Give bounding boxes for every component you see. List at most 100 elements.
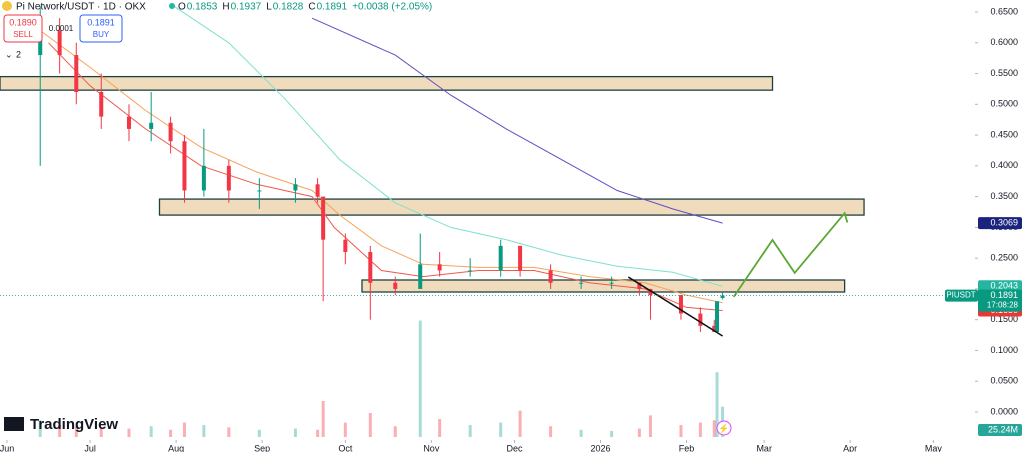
volume-bar bbox=[712, 420, 716, 437]
candle-body bbox=[518, 245, 523, 271]
volume-bar bbox=[321, 401, 325, 437]
y-tick-label: 0.0000 bbox=[990, 406, 1018, 416]
candle-body bbox=[678, 295, 683, 314]
spread: 0.0001 bbox=[49, 24, 74, 33]
volume-bar bbox=[343, 422, 347, 437]
candle-body bbox=[468, 270, 473, 272]
sell-button[interactable] bbox=[3, 14, 43, 43]
x-tick-label: May bbox=[925, 443, 943, 452]
y-tick-label: 0.2500 bbox=[990, 253, 1018, 263]
symbol-tag: PIUSDT bbox=[946, 291, 975, 300]
y-tick-label: 0.4000 bbox=[990, 160, 1018, 170]
candle-body bbox=[201, 165, 206, 191]
volume-layer bbox=[38, 320, 725, 437]
candle-body bbox=[579, 282, 584, 284]
ohlc-value: 0.1891 bbox=[317, 2, 348, 13]
indicator-count[interactable]: 2 bbox=[16, 49, 21, 59]
candle-body bbox=[315, 184, 320, 197]
moving-average bbox=[39, 30, 723, 304]
volume-bar bbox=[293, 428, 297, 437]
x-tick-label: Oct bbox=[338, 443, 353, 452]
candle-body bbox=[57, 30, 62, 56]
y-tick-label: 0.6000 bbox=[990, 37, 1018, 47]
candle-body bbox=[648, 288, 653, 296]
candle-body bbox=[74, 55, 79, 92]
brand-logo bbox=[4, 417, 24, 431]
lightning-glyph: ⚡ bbox=[718, 422, 729, 434]
volume-bar bbox=[610, 431, 614, 437]
candle-body bbox=[637, 282, 642, 289]
candle-body bbox=[293, 184, 298, 191]
ohlc-value: 0.1937 bbox=[231, 2, 262, 13]
ohlc-key: O bbox=[178, 2, 186, 13]
y-tick-label: 0.1500 bbox=[990, 314, 1018, 324]
volume-bar bbox=[468, 425, 472, 437]
volume-bar bbox=[499, 422, 503, 437]
volume-label: 25.24M bbox=[988, 424, 1018, 434]
volume-bar bbox=[182, 422, 186, 437]
x-tick-label: 2026 bbox=[591, 443, 611, 452]
y-tick-label: 0.0500 bbox=[990, 376, 1018, 386]
volume-bar bbox=[149, 426, 153, 437]
moving-average bbox=[311, 17, 723, 224]
y-tick-label: 0.1000 bbox=[990, 345, 1018, 355]
candle-body bbox=[149, 122, 154, 129]
price-label-box bbox=[978, 217, 1022, 230]
ohlc-key: L bbox=[266, 2, 272, 13]
volume-bar bbox=[257, 429, 261, 437]
volume-bar bbox=[679, 425, 683, 437]
brand-name: TradingView bbox=[30, 416, 118, 433]
candle-body bbox=[182, 141, 187, 191]
volume-bar bbox=[74, 426, 78, 437]
ohlc-legend: O 0.1853 H 0.1937 L 0.1828 C 0.1891 +0.0038 (+2.… bbox=[178, 2, 432, 13]
x-tick-label: Nov bbox=[423, 443, 440, 452]
buy-button[interactable] bbox=[79, 14, 123, 43]
y-tick-label: 0.4500 bbox=[990, 129, 1018, 139]
candle-body bbox=[720, 295, 725, 298]
plot-layer bbox=[0, 5, 975, 337]
candle-body bbox=[126, 116, 131, 129]
candle-body bbox=[498, 245, 503, 271]
zone bbox=[361, 279, 846, 293]
candle-body bbox=[321, 196, 326, 240]
candle-body bbox=[257, 190, 262, 192]
candle-body bbox=[343, 239, 348, 252]
buy-label: BUY bbox=[93, 30, 110, 39]
x-tick-label: Jun bbox=[0, 443, 14, 452]
candle-body bbox=[168, 122, 173, 142]
symbol-title: Pi Network/USDT · 1D · OKX bbox=[16, 2, 146, 13]
status-dot bbox=[169, 3, 175, 9]
y-tick-label: 0.6500 bbox=[990, 6, 1018, 16]
x-tick-label: Mar bbox=[756, 443, 772, 452]
zone bbox=[158, 198, 865, 216]
price-label: 0.2043 bbox=[990, 281, 1018, 291]
x-tick-label: Jul bbox=[84, 443, 96, 452]
volume-bar bbox=[169, 429, 173, 437]
volume-bar bbox=[99, 427, 103, 437]
volume-bar bbox=[202, 425, 206, 437]
volume-bar bbox=[316, 429, 320, 437]
indicator-toggle[interactable]: ⌄ bbox=[5, 49, 13, 59]
candle-body bbox=[418, 264, 423, 289]
volume-bar bbox=[58, 425, 62, 437]
candle-body bbox=[99, 92, 104, 117]
volume-bar bbox=[368, 413, 372, 437]
volume-bar bbox=[549, 426, 553, 437]
volume-label-box bbox=[978, 424, 1022, 436]
volume-bar bbox=[418, 320, 422, 437]
sell-price: 0.1890 bbox=[9, 17, 37, 27]
volume-bar bbox=[393, 426, 397, 437]
volume-bar bbox=[518, 410, 522, 437]
y-tick-label: 0.3500 bbox=[990, 191, 1018, 201]
x-tick-label: Feb bbox=[679, 443, 695, 452]
x-tick-label: Dec bbox=[507, 443, 524, 452]
ohlc-key: C bbox=[308, 2, 315, 13]
candle-body bbox=[393, 282, 398, 289]
lightning-icon[interactable] bbox=[716, 420, 732, 436]
y-tick-label: 0.5000 bbox=[990, 99, 1018, 109]
candle-body bbox=[437, 264, 442, 271]
candle-body bbox=[368, 252, 373, 283]
